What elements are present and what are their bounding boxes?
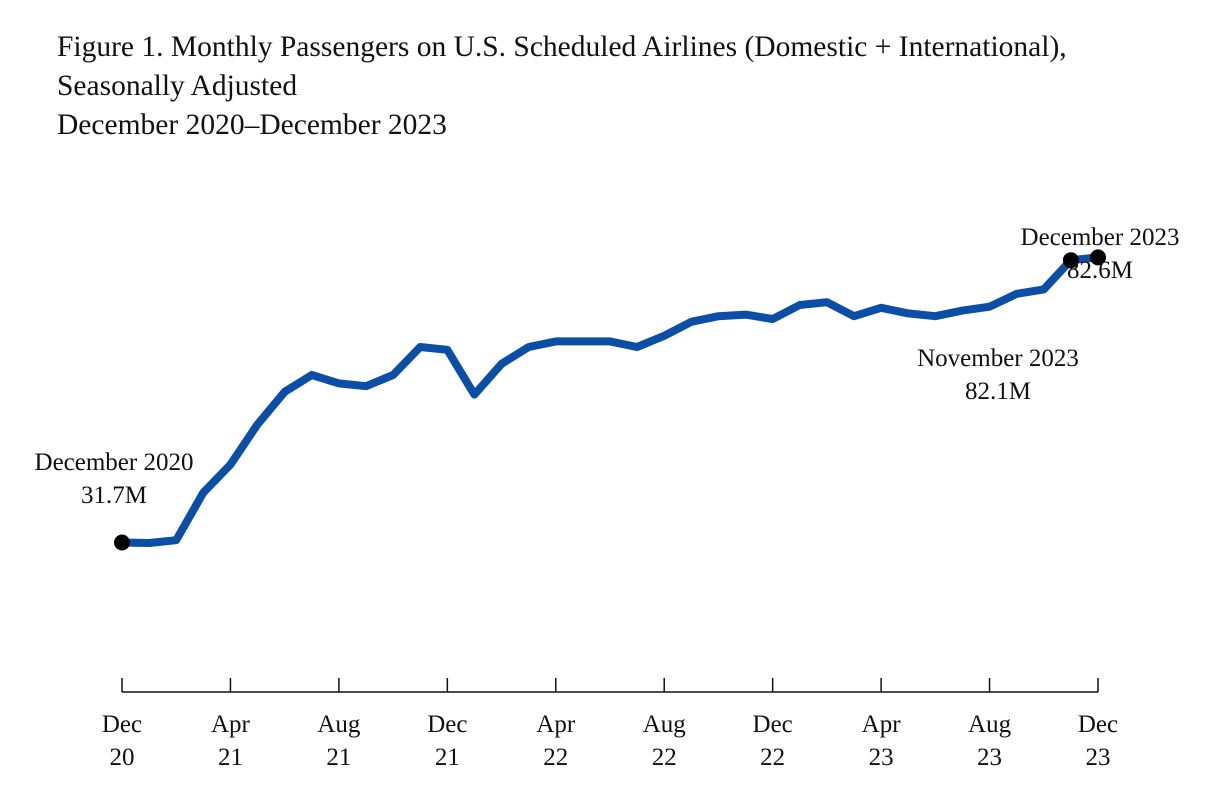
x-tick-label-month: Dec	[1078, 711, 1118, 738]
series-line	[118, 253, 1102, 547]
x-tick-label-year: 23	[869, 744, 894, 771]
x-axis: Dec 20 Apr 21 Aug 21 Dec 21 Apr 22 Aug 22 Dec 22 Apr 23…	[102, 678, 1118, 771]
annotation-nov23-date: November 2023	[917, 345, 1079, 372]
annotation-nov23-value: 82.1M	[965, 378, 1031, 405]
annotation-layer: December 2020 31.7M November 2023 82.1M Dece…	[35, 224, 1180, 509]
annotation-start-value: 31.7M	[81, 482, 147, 509]
x-tick-label-year: 21	[435, 744, 460, 771]
x-tick-label-year: 20	[110, 744, 135, 771]
x-tick-label-year: 22	[543, 744, 568, 771]
chart-subtitle: Seasonally Adjusted	[57, 70, 298, 102]
annotation-dec23-date: December 2023	[1021, 224, 1180, 251]
x-tick-label-month: Apr	[862, 711, 902, 738]
chart-date-range: December 2020–December 2023	[57, 109, 447, 141]
x-tick-label-month: Aug	[317, 711, 361, 738]
x-tick-label-month: Dec	[102, 711, 142, 738]
x-tick-label-year: 21	[326, 744, 351, 771]
x-tick-label-month: Apr	[536, 711, 576, 738]
marker-nov23	[1062, 252, 1079, 269]
x-tick-label-year: 21	[218, 744, 243, 771]
chart-title-block: Figure 1. Monthly Passengers on U.S. Sch…	[57, 28, 1217, 145]
annotation-dec23-value: 82.6M	[1067, 257, 1133, 284]
x-tick-label-year: 22	[652, 744, 677, 771]
annotation-start-date: December 2020	[35, 449, 194, 476]
x-tick-label-month: Apr	[211, 711, 251, 738]
marker-dec23	[1090, 249, 1106, 266]
series-layer	[118, 253, 1102, 547]
marker-layer	[114, 249, 1106, 551]
x-tick-label-year: 22	[760, 744, 785, 771]
x-tick-label-month: Aug	[643, 711, 687, 738]
x-tick-label-month: Dec	[753, 711, 793, 738]
x-tick-label-year: 23	[1086, 744, 1111, 771]
x-tick-label-year: 23	[977, 744, 1002, 771]
chart-title: Figure 1. Monthly Passengers on U.S. Sch…	[57, 31, 1067, 63]
x-tick-label-month: Aug	[968, 711, 1012, 738]
x-tick-label-month: Dec	[427, 711, 467, 738]
marker-start	[114, 534, 130, 551]
